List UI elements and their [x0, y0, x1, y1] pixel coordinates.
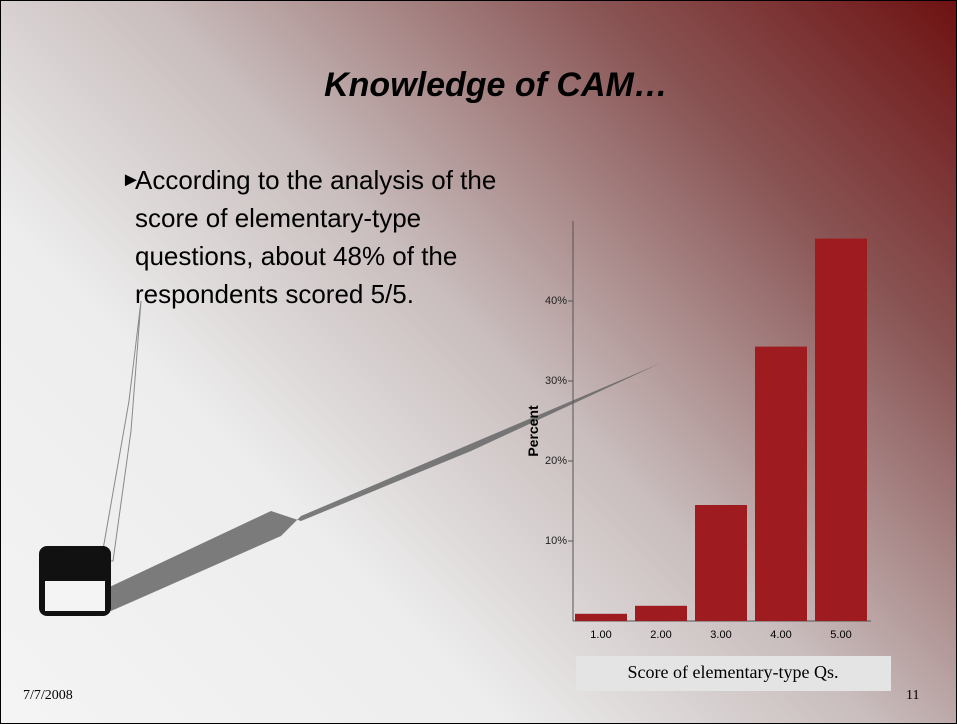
bar: [695, 505, 747, 621]
y-tick-label: 40%: [545, 295, 567, 307]
feather: [101, 301, 141, 561]
slide-title: Knowledge of CAM…: [324, 66, 668, 104]
bar: [635, 606, 687, 621]
feather-shadow: [101, 363, 661, 611]
y-tick-label: 10%: [545, 535, 567, 547]
bullet-marker: ►: [121, 161, 141, 199]
chart: Knowledge of CAM… Score of elementary-ty…: [1, 1, 957, 724]
bullet: ►According to the analysis of the score …: [121, 161, 525, 313]
page-number: 11: [906, 688, 919, 703]
y-tick-label: 30%: [545, 375, 567, 387]
logo: [45, 581, 105, 611]
x-tick-label: 1.00: [590, 629, 611, 641]
slide: Knowledge of CAM… Score of elementary-ty…: [0, 0, 957, 724]
bullet-text: According to the analysis of the score o…: [135, 161, 525, 313]
x-tick-label: 5.00: [830, 629, 851, 641]
x-tick-label: 2.00: [650, 629, 671, 641]
y-tick-label: 20%: [545, 455, 567, 467]
x-tick-label: 4.00: [770, 629, 791, 641]
bar: [755, 347, 807, 621]
date: 7/7/2008: [23, 688, 73, 703]
bar: [815, 239, 867, 621]
y-axis-label: Percent: [525, 405, 541, 457]
bar: [575, 614, 627, 621]
x-tick-label: 3.00: [710, 629, 731, 641]
x-axis-label: Score of elementary-type Qs.: [628, 662, 839, 682]
